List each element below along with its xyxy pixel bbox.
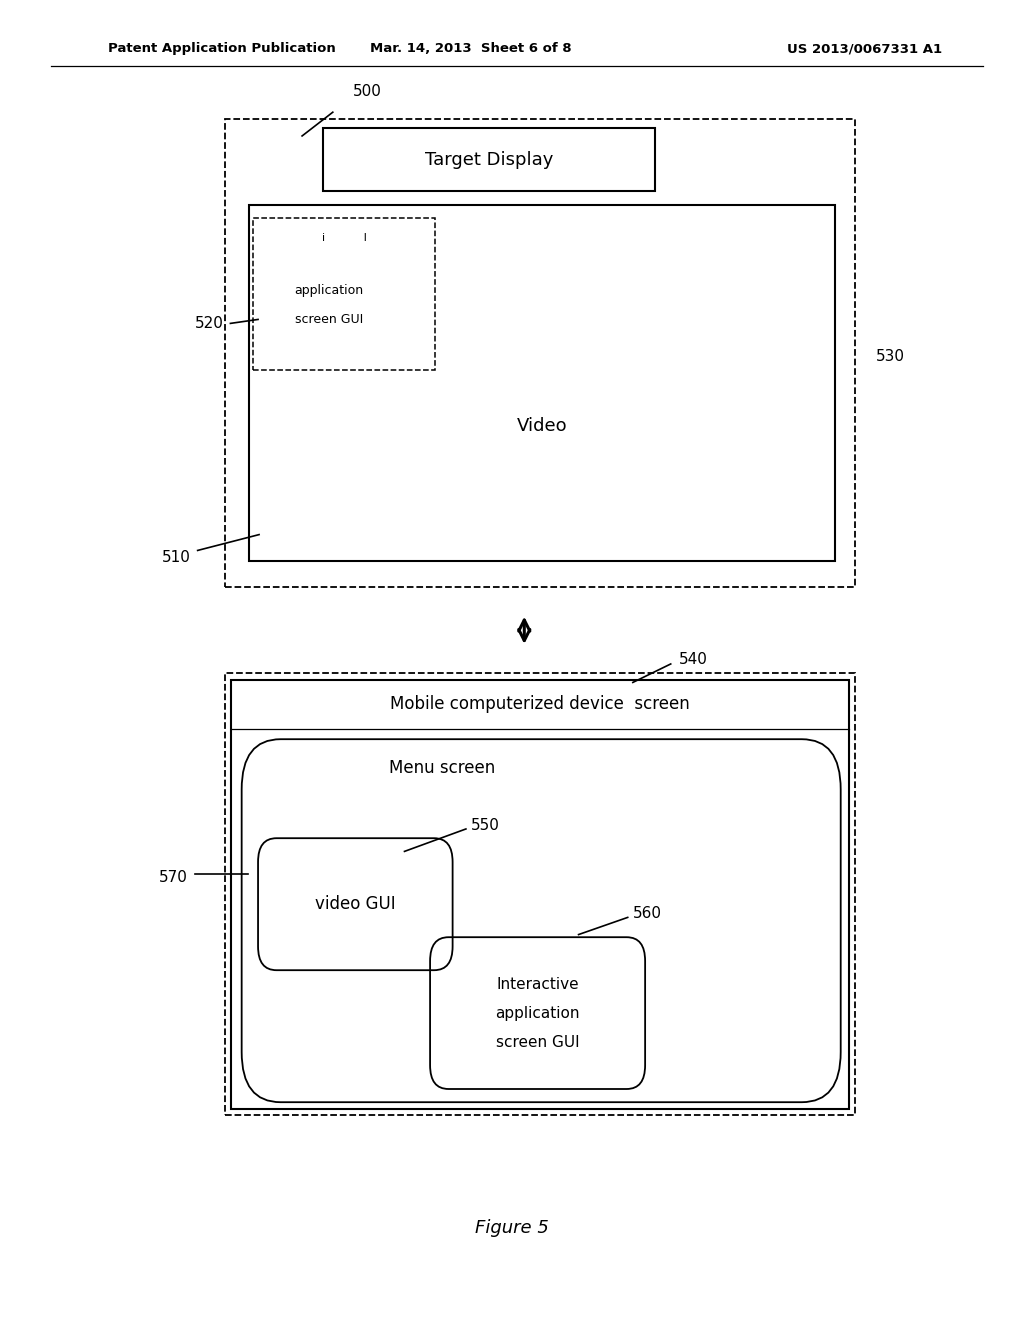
Text: Target Display: Target Display xyxy=(425,150,553,169)
Text: US 2013/0067331 A1: US 2013/0067331 A1 xyxy=(787,42,942,55)
Text: 550: 550 xyxy=(471,817,500,833)
Text: Menu screen: Menu screen xyxy=(389,759,496,777)
Text: Interactive: Interactive xyxy=(497,977,579,991)
Bar xyxy=(253,218,435,370)
Text: 510: 510 xyxy=(162,549,190,565)
Text: 500: 500 xyxy=(353,84,382,99)
Text: i           I: i I xyxy=(322,232,367,243)
Bar xyxy=(225,673,855,1115)
Text: video GUI: video GUI xyxy=(315,895,395,913)
Text: screen GUI: screen GUI xyxy=(496,1035,580,1049)
Text: 560: 560 xyxy=(633,906,662,921)
Text: 530: 530 xyxy=(876,348,904,364)
Bar xyxy=(323,128,655,191)
Bar xyxy=(249,205,835,561)
Text: application: application xyxy=(496,1006,580,1020)
Text: Patent Application Publication: Patent Application Publication xyxy=(108,42,335,55)
Text: 540: 540 xyxy=(679,652,708,668)
Text: Video: Video xyxy=(516,417,567,434)
Text: Mar. 14, 2013  Sheet 6 of 8: Mar. 14, 2013 Sheet 6 of 8 xyxy=(371,42,571,55)
Text: screen GUI: screen GUI xyxy=(295,313,362,326)
Bar xyxy=(231,680,849,1109)
Text: Mobile computerized device  screen: Mobile computerized device screen xyxy=(390,694,690,713)
Text: 520: 520 xyxy=(195,315,223,331)
Text: application: application xyxy=(294,284,364,297)
Text: Figure 5: Figure 5 xyxy=(475,1218,549,1237)
Bar xyxy=(225,119,855,587)
Text: 570: 570 xyxy=(159,870,187,886)
